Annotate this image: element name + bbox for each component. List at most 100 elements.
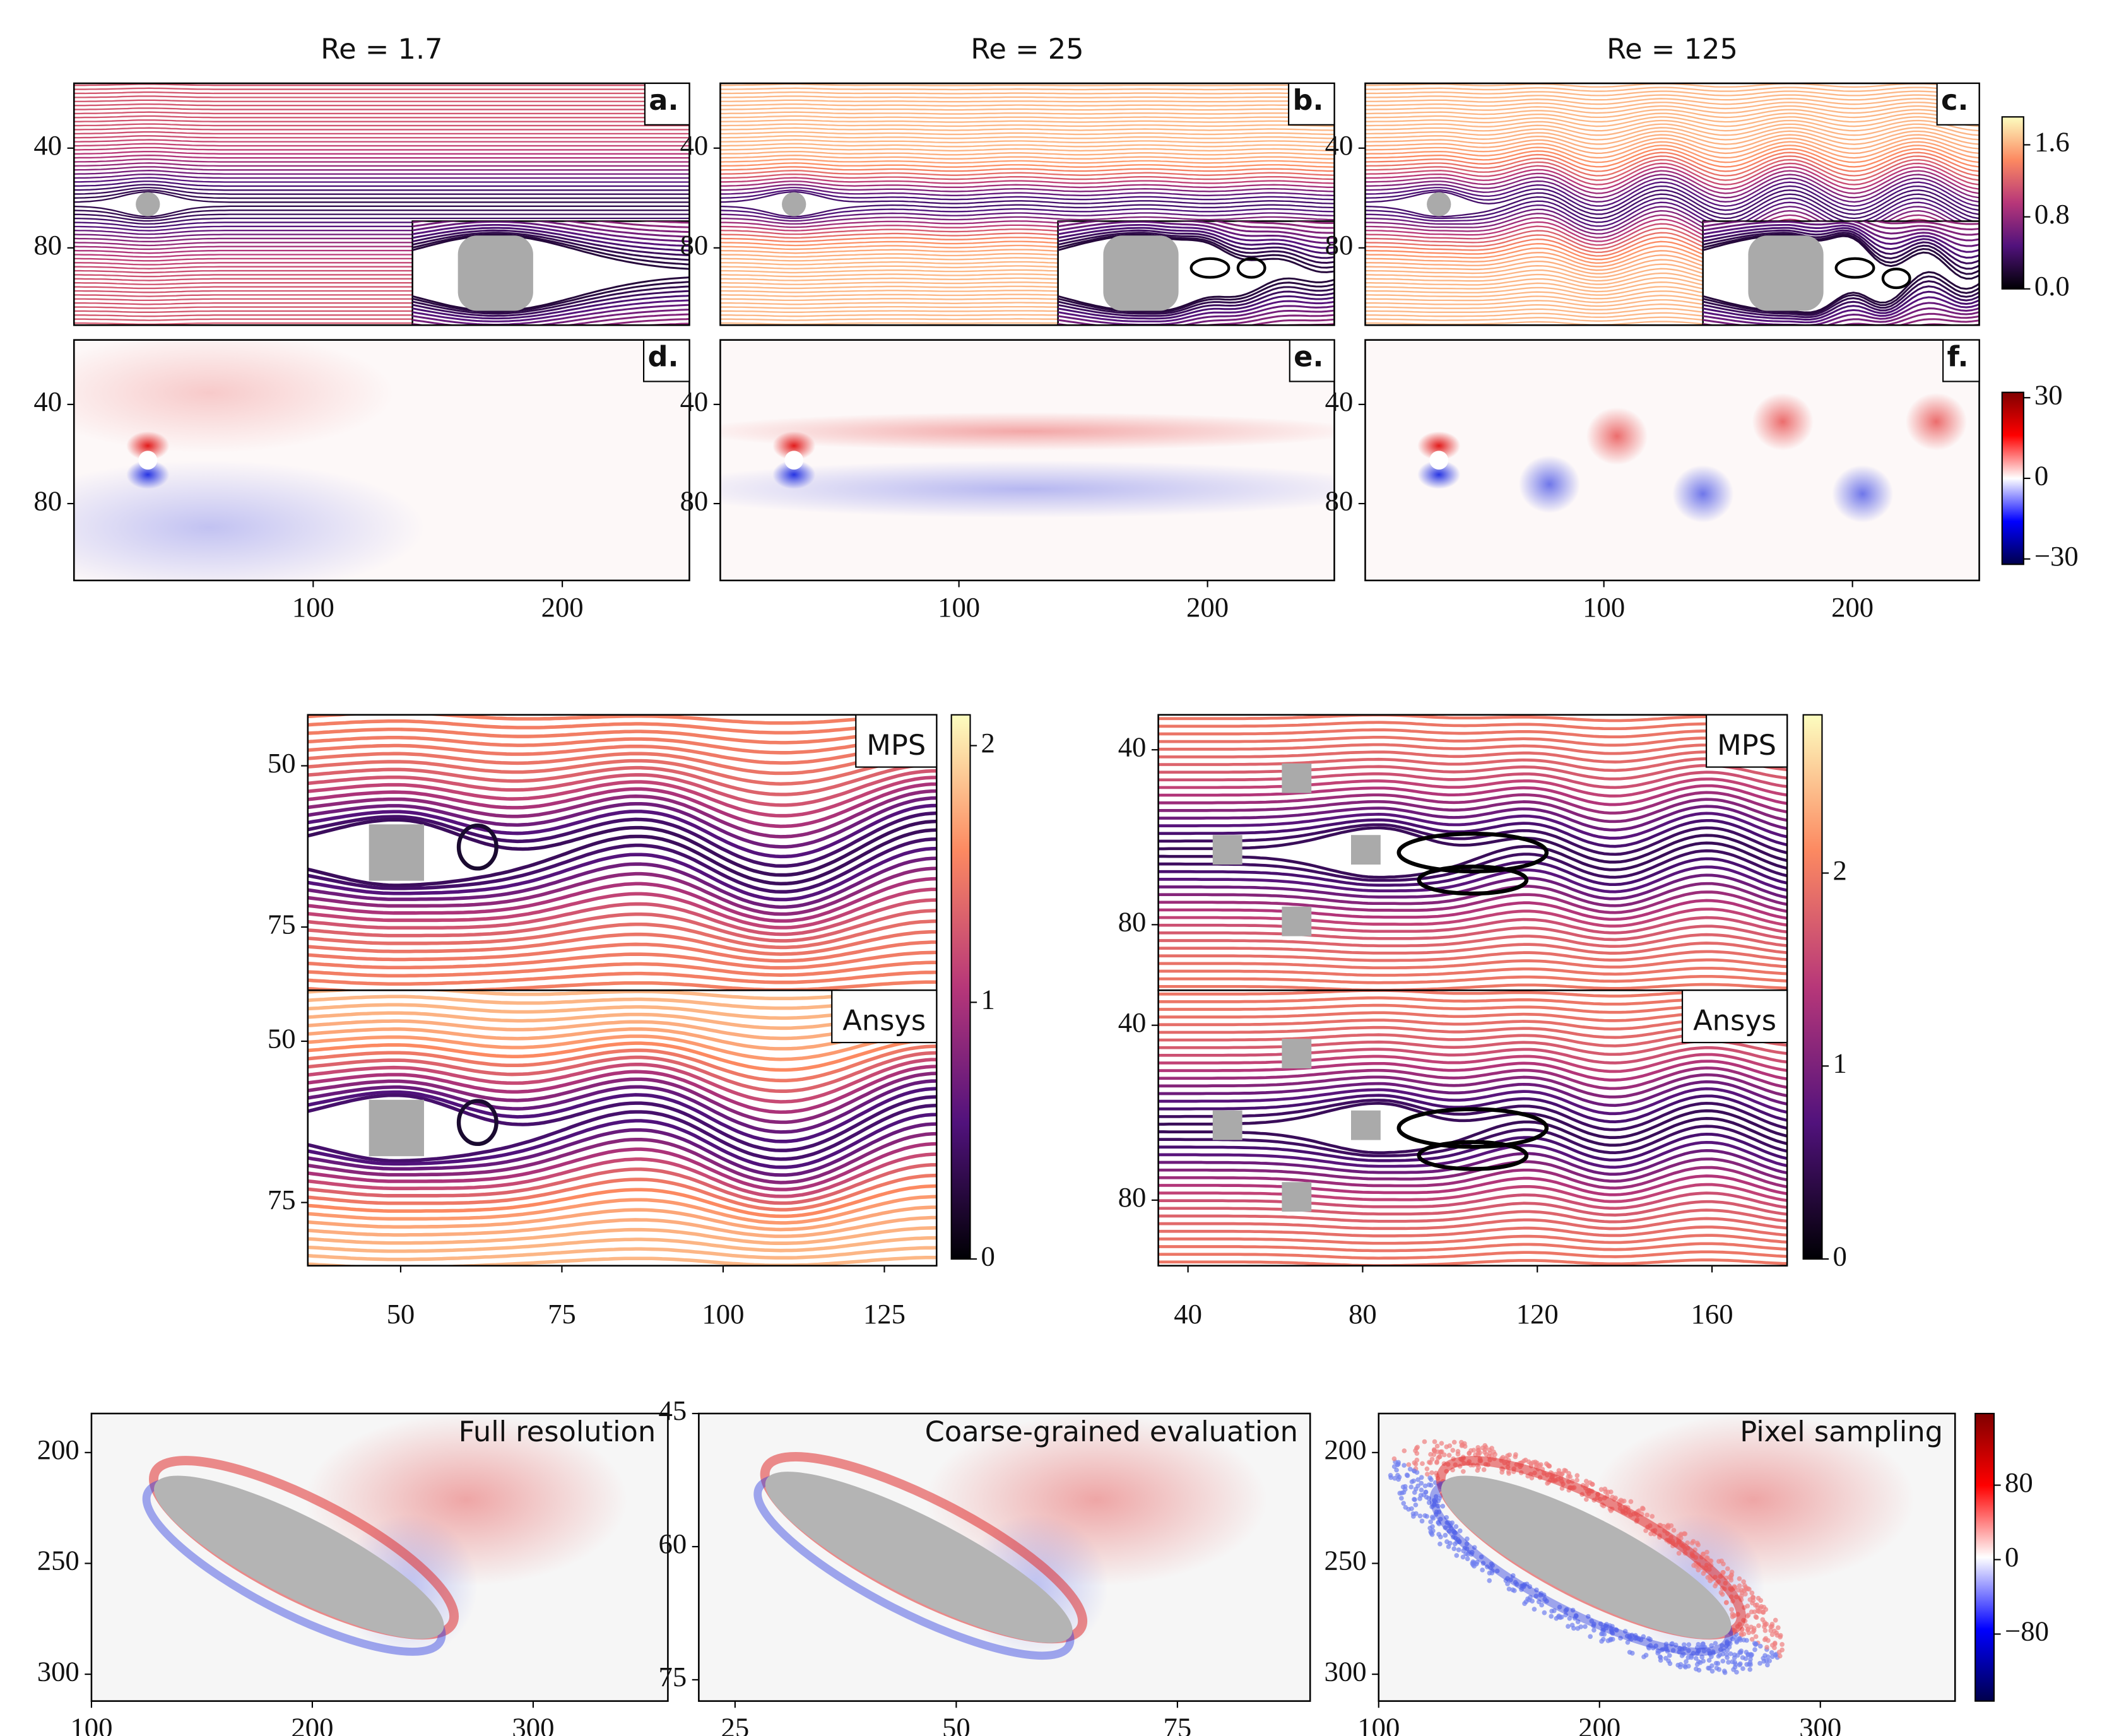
x-tick-label: 75 — [548, 1298, 576, 1330]
x-tick-label: 200 — [1578, 1712, 1620, 1736]
vorticity-blob — [0, 460, 425, 594]
sample-dot — [1401, 1485, 1406, 1490]
colorbar-tick-label: 1 — [981, 984, 995, 1015]
sample-dot — [1467, 1451, 1472, 1456]
sample-dot — [1720, 1658, 1725, 1663]
sample-dot — [1523, 1599, 1528, 1604]
sample-dot — [1480, 1568, 1485, 1573]
sample-dot — [1778, 1634, 1783, 1639]
x-tick-label: 50 — [387, 1298, 415, 1330]
cylinder — [1282, 764, 1311, 793]
y-tick-label: 45 — [659, 1395, 687, 1426]
sample-dot — [1446, 1544, 1451, 1549]
vorticity-blob — [1832, 465, 1893, 523]
sample-dot — [1408, 1485, 1414, 1490]
sample-dot — [1472, 1448, 1477, 1453]
sample-dot — [1588, 1634, 1593, 1639]
sample-dot — [1644, 1513, 1650, 1518]
sample-dot — [1429, 1470, 1434, 1475]
sample-dot — [1435, 1444, 1440, 1449]
sample-dot — [1766, 1638, 1771, 1643]
colorbar-tick-label: 2 — [981, 727, 995, 759]
sample-dot — [1414, 1503, 1419, 1508]
sample-dot — [1507, 1586, 1512, 1591]
sample-dot — [1707, 1658, 1712, 1663]
x-tick-label: 50 — [942, 1712, 971, 1736]
sample-dot — [1650, 1514, 1655, 1519]
sample-dot — [1534, 1462, 1539, 1467]
x-tick-label: 200 — [541, 591, 584, 623]
sample-dot — [1757, 1661, 1762, 1666]
colorbar-tick-label: 0.0 — [2034, 270, 2070, 302]
colorbar-tick-label: 0.8 — [2034, 198, 2070, 230]
x-tick-label: 100 — [938, 591, 980, 623]
sample-dot — [1773, 1618, 1778, 1623]
sample-dot — [1644, 1653, 1649, 1658]
y-tick-label: 200 — [37, 1434, 80, 1465]
x-tick-label: 100 — [1583, 591, 1625, 623]
sample-dot — [1779, 1642, 1785, 1647]
sample-dot — [1750, 1595, 1756, 1600]
sample-dot — [1566, 1624, 1571, 1629]
cylinder — [1213, 835, 1242, 865]
sample-dot — [1629, 1499, 1634, 1504]
sample-dot — [1765, 1663, 1770, 1668]
sample-dot — [1399, 1496, 1404, 1501]
plot-area — [1360, 83, 1983, 339]
x-tick-label: 100 — [702, 1298, 744, 1330]
sample-dot — [1749, 1591, 1754, 1596]
colorbar — [952, 715, 971, 1259]
x-tick-label: 120 — [1516, 1298, 1559, 1330]
panel-label: Pixel sampling — [1740, 1415, 1943, 1448]
colorbar-tick-label: 2 — [1833, 854, 1846, 886]
sample-dot — [1749, 1653, 1754, 1658]
sample-dot — [1701, 1642, 1706, 1647]
cylinder — [1429, 451, 1448, 469]
y-tick-label: 40 — [680, 129, 709, 161]
sample-dot — [1764, 1645, 1769, 1650]
colorbar-tick-label: 0 — [981, 1240, 995, 1272]
x-tick-label: 80 — [1349, 1298, 1377, 1330]
sample-dot — [1405, 1473, 1410, 1478]
sample-dot — [1719, 1590, 1724, 1595]
sample-dot — [1758, 1644, 1763, 1649]
x-tick-label: 100 — [70, 1712, 112, 1736]
sample-dot — [1752, 1641, 1757, 1646]
panel-label: b. — [1292, 83, 1323, 117]
sample-dot — [1424, 1490, 1429, 1495]
panel-label: MPS — [1717, 728, 1776, 762]
sample-dot — [1465, 1556, 1470, 1561]
sample-dot — [1406, 1507, 1411, 1512]
x-tick-label: 40 — [1174, 1298, 1202, 1330]
sample-dot — [1591, 1627, 1596, 1633]
sample-dot — [1419, 1475, 1424, 1480]
sample-dot — [1425, 1467, 1430, 1472]
colorbar-tick-label: 80 — [2005, 1467, 2033, 1498]
panel-label: e. — [1294, 340, 1323, 374]
sample-dot — [1694, 1667, 1699, 1672]
sample-dot — [1677, 1551, 1682, 1556]
sample-dot — [1411, 1514, 1416, 1519]
cylinder — [1282, 1039, 1311, 1068]
sample-dot — [1738, 1662, 1743, 1667]
y-tick-label: 50 — [268, 1022, 296, 1054]
vorticity-blob — [1672, 465, 1733, 523]
sample-dot — [1726, 1660, 1731, 1665]
vorticity-blob — [1519, 456, 1580, 513]
panel-label: Ansys — [1693, 1003, 1776, 1037]
sample-dot — [1774, 1631, 1779, 1636]
y-tick-label: 40 — [33, 129, 62, 161]
sample-dot — [1450, 1448, 1455, 1453]
sample-dot — [1578, 1624, 1583, 1629]
sample-dot — [1737, 1650, 1742, 1655]
sample-dot — [1532, 1607, 1537, 1612]
sample-dot — [1715, 1666, 1720, 1671]
sample-dot — [1708, 1578, 1713, 1583]
sample-dot — [1542, 1610, 1547, 1615]
sample-dot — [1484, 1452, 1489, 1457]
plot-area — [0, 333, 689, 594]
x-tick-label: 125 — [863, 1298, 906, 1330]
page: 4080Re = 1.7a.4080Re = 25b.4080Re = 125c… — [0, 0, 2107, 1736]
cylinder — [782, 192, 806, 216]
panel-title: Re = 1.7 — [321, 32, 443, 66]
